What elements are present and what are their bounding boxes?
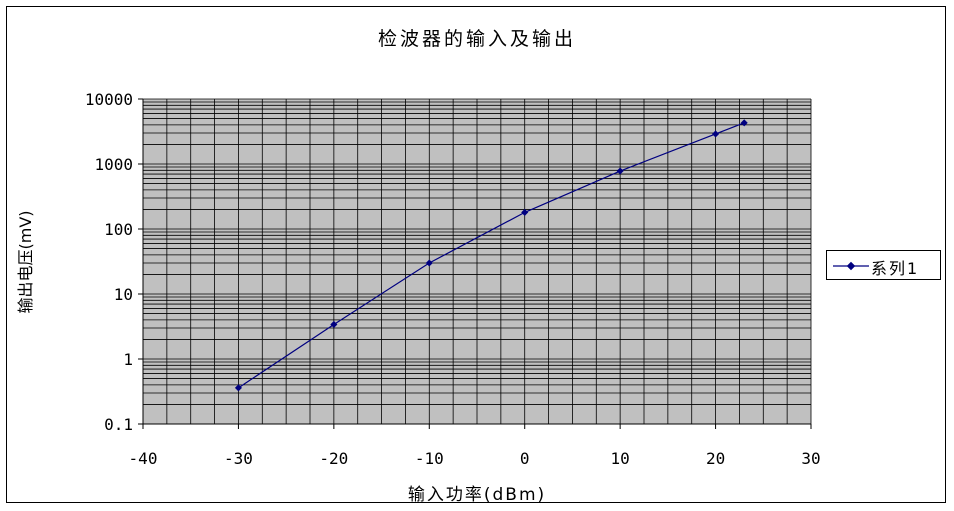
- data-point: [712, 130, 720, 138]
- y-tick-label: 100: [104, 220, 133, 239]
- y-tick-label: 10: [114, 285, 133, 304]
- legend-label: 系列1: [871, 259, 920, 278]
- x-tick-label: -30: [224, 449, 253, 468]
- data-point: [616, 167, 624, 175]
- data-point: [234, 384, 242, 392]
- x-tick-label: -20: [319, 449, 348, 468]
- x-tick-label: 10: [611, 449, 630, 468]
- y-tick-label: 1000: [94, 155, 133, 174]
- x-axis-label: 输入功率(dBm): [407, 485, 547, 505]
- data-point: [330, 320, 338, 328]
- data-point: [740, 119, 748, 127]
- legend: 系列1: [826, 250, 941, 280]
- y-tick-label: 10000: [85, 90, 133, 109]
- y-tick-label: 1: [123, 350, 133, 369]
- x-tick-label: 20: [706, 449, 725, 468]
- x-tick-label: -40: [129, 449, 158, 468]
- x-tick-label: 30: [801, 449, 820, 468]
- legend-marker-icon: [833, 261, 869, 271]
- data-point: [425, 259, 433, 267]
- chart-title: 检波器的输入及输出: [377, 28, 576, 50]
- y-tick-label: 0.1: [104, 415, 133, 434]
- x-tick-label: -10: [415, 449, 444, 468]
- x-tick-label: 0: [520, 449, 530, 468]
- data-point: [521, 208, 529, 216]
